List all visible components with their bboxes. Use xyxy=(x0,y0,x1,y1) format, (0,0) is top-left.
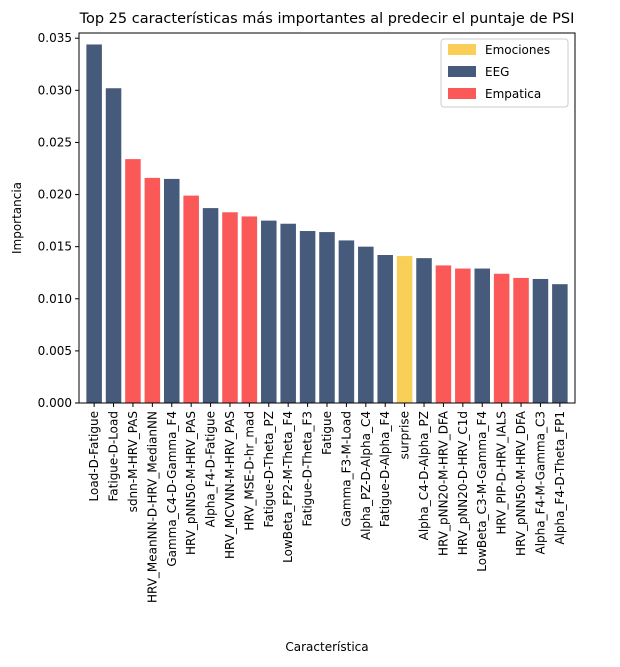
bar xyxy=(455,268,471,403)
y-tick-label: 0.015 xyxy=(38,240,72,254)
legend-label: Empatica xyxy=(485,87,541,101)
bar xyxy=(241,216,258,403)
x-tick-label: Fatigue-D-Load xyxy=(107,411,121,502)
bar xyxy=(280,223,296,403)
x-tick-label: Gamma_C4-D-Gamma_F4 xyxy=(165,411,179,567)
x-tick-label: HRV_MSE-D-hr_mad xyxy=(242,411,256,531)
bar xyxy=(513,277,529,403)
bar xyxy=(105,88,122,403)
bar xyxy=(416,258,432,403)
bar xyxy=(338,240,355,403)
x-tick-label: Alpha_C4-D-Alpha_PZ xyxy=(417,411,431,540)
bar xyxy=(532,278,549,403)
x-tick-label: HRV_MCVNN-M-HRV_PAS xyxy=(223,411,237,559)
legend-label: EEG xyxy=(485,65,509,79)
y-axis: 0.000 0.005 0.010 0.015 0.020 0.025 0.030 0.035 xyxy=(38,31,79,410)
x-tick-label: Fatigue-D-Theta_F3 xyxy=(301,411,315,527)
bar xyxy=(396,256,413,403)
x-tick-label: Gamma_F3-M-Load xyxy=(339,411,353,527)
x-tick-label: HRV_pNN20-M-HRV_DFA xyxy=(436,410,450,556)
y-tick-label: 0.035 xyxy=(38,31,72,45)
y-tick-label: 0.025 xyxy=(38,135,72,149)
legend-swatch xyxy=(448,44,476,55)
y-tick-label: 0.000 xyxy=(38,396,72,410)
plot-frame xyxy=(78,32,576,404)
y-tick-label: 0.020 xyxy=(38,188,72,202)
y-tick-label: 0.010 xyxy=(38,292,72,306)
x-axis-label: Característica xyxy=(285,640,368,654)
x-tick-label: Alpha_F4-D-Fatigue xyxy=(204,411,218,527)
x-tick-label: HRV_pNN50-M-HRV_PAS xyxy=(184,411,198,555)
x-tick-label: Alpha_F4-M-Gamma_C3 xyxy=(533,411,547,555)
bar xyxy=(125,159,141,403)
x-tick-label: LowBeta_C3-M-Gamma_F4 xyxy=(475,411,489,572)
legend-swatch xyxy=(448,88,476,99)
x-tick-label: HRV_pNN20-D-HRV_C1d xyxy=(456,411,470,555)
x-tick-label: Alpha_F4-D-Theta_FP1 xyxy=(553,411,567,545)
bar xyxy=(86,44,102,404)
x-tick-label: Fatigue-D-Alpha_F4 xyxy=(378,411,392,527)
x-tick-label: sdnn-M-HRV_PAS xyxy=(126,411,140,512)
chart-title: Top 25 características más importantes a… xyxy=(79,11,575,27)
x-tick-label: Load-D-Fatigue xyxy=(87,411,101,502)
bar xyxy=(552,284,568,403)
bar xyxy=(435,265,452,403)
x-tick-label: HRV_MeanNN-D-HRV_MedianNN xyxy=(145,411,159,603)
x-tick-label: Fatigue-D-Theta_PZ xyxy=(262,411,276,527)
legend-swatch xyxy=(448,66,476,77)
bar xyxy=(319,232,335,403)
bar xyxy=(299,231,316,403)
bar xyxy=(493,273,510,403)
x-tick-label: LowBeta_FP2-M-Theta_F4 xyxy=(281,411,295,563)
y-axis-label: Importancia xyxy=(10,182,24,254)
y-tick-label: 0.030 xyxy=(38,83,72,97)
bar xyxy=(222,212,238,403)
bar-series xyxy=(86,44,568,404)
bar xyxy=(163,178,180,403)
bar xyxy=(358,246,374,403)
y-tick-label: 0.005 xyxy=(38,344,72,358)
x-tick-label: HRV_PIP-D-HRV_IALS xyxy=(495,411,509,535)
x-tick-label: surprise xyxy=(398,411,412,459)
bar xyxy=(202,208,219,403)
x-tick-label: HRV_pNN50-M-HRV_DFA xyxy=(514,410,528,556)
x-axis: Load-D-Fatigue Fatigue-D-Load sdnn-M-HRV_P… xyxy=(87,403,567,603)
bar xyxy=(377,255,393,403)
x-tick-label: Fatigue xyxy=(320,411,334,455)
legend-label: Emociones xyxy=(485,43,550,57)
legend: Emociones EEG Empatica xyxy=(440,38,569,108)
bar xyxy=(474,268,491,403)
bar xyxy=(144,177,161,403)
bar xyxy=(183,195,199,403)
x-tick-label: Alpha_PZ-D-Alpha_C4 xyxy=(359,411,373,540)
bar xyxy=(261,220,277,403)
